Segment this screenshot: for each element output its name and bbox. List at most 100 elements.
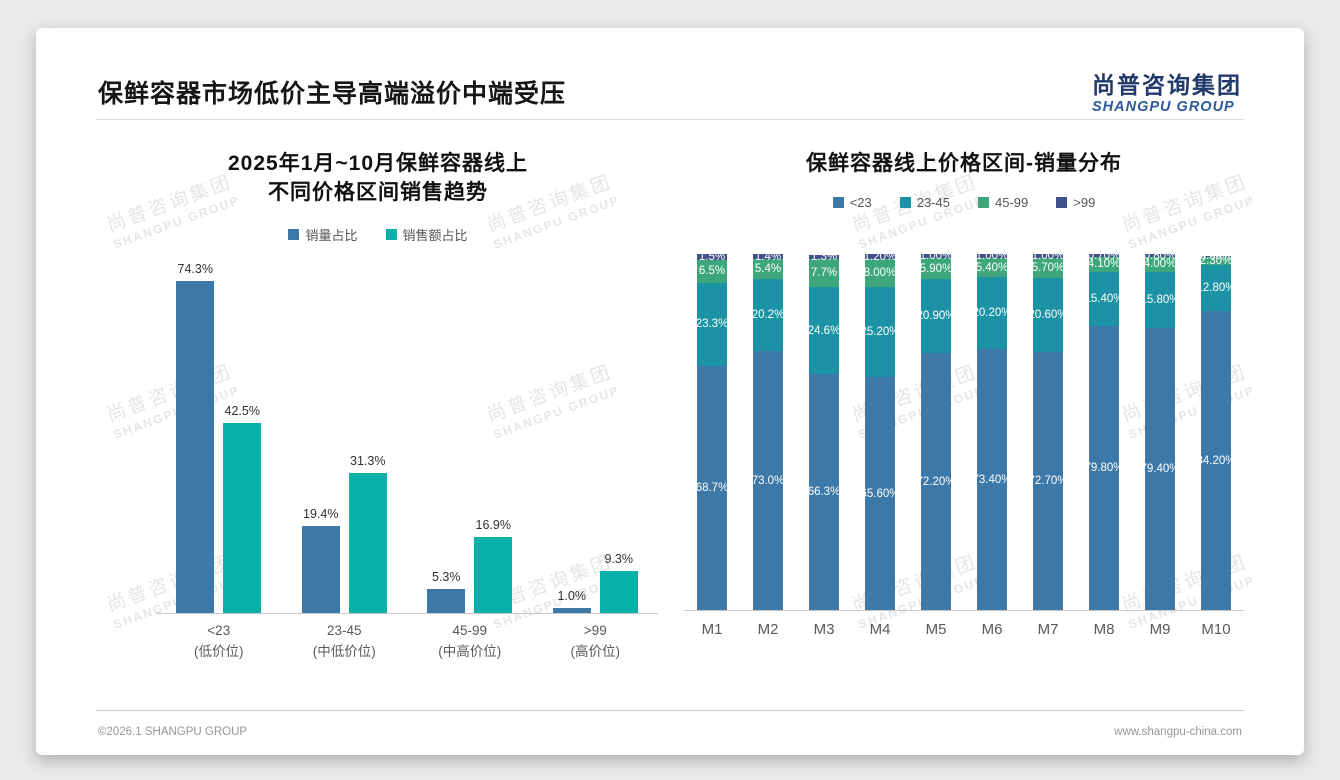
segment-value-label: 15.40% (1084, 292, 1124, 305)
stacked-bar: 79.80% 15.40% 4.10% 0.70% (1084, 250, 1124, 611)
stacked-bar: 73.40% 20.20% 5.40% 1.00% (972, 250, 1012, 611)
stacked-bar-group: 73.0% 20.2% 5.4% 1.4% (740, 251, 796, 611)
legend-item: 45-99 (978, 195, 1028, 210)
stacked-bar-group: 79.40% 15.80% 4.00% 0.80% (1132, 250, 1188, 611)
legend-swatch (899, 197, 911, 209)
footer-divider (96, 710, 1244, 711)
bar-column: 31.3% (348, 453, 387, 613)
stacked-bar: 68.7% 23.3% 6.5% 1.5% (695, 251, 729, 611)
logo-english-text: SHANGPU GROUP (1092, 99, 1235, 115)
legend-item: 销量占比 (288, 225, 358, 244)
stacked-bars-area: 68.7% 23.3% 6.5% 1.5% 73.0% 20.2% 5.4% 1.4% 66.3… (684, 250, 1244, 611)
bar-segment (1201, 265, 1231, 311)
legend-swatch (978, 197, 989, 209)
bar-segment (1089, 254, 1119, 257)
bar-segment (977, 258, 1007, 278)
legend-item: <23 (832, 195, 872, 211)
category-label-main: 23-45 (326, 622, 362, 638)
category-label: M2 (757, 621, 779, 639)
bar-segment (753, 350, 783, 611)
slide-card: 尚普咨询集团 SHANGPU GROUP 尚普咨询集团 SHANGPU GROUP 尚普… (36, 28, 1304, 755)
bar-segment (753, 254, 783, 260)
stacked-bar-group: 72.20% 20.90% 5.90% 1.00% (908, 250, 964, 611)
bar-segment (1145, 257, 1175, 272)
left-chart-legend: 销量占比 销售额占比 (98, 225, 658, 244)
footer: ©2026.1 SHANGPU GROUP www.shangpu-china.… (98, 726, 1242, 738)
bar-segment (1089, 271, 1119, 327)
grouped-bars-area: 74.3% 42.5% 19.4% 31.3% 5.3% 16.9% 1.0% 9.3% (156, 262, 659, 613)
stacked-bar-group: 73.40% 20.20% 5.40% 1.00% (964, 250, 1020, 611)
value-label: 42.5% (224, 403, 260, 418)
bar-segment (809, 254, 839, 260)
segment-value-label: 1.00% (919, 250, 953, 263)
bar-segment (1145, 327, 1175, 611)
category-label: M9 (1149, 621, 1171, 639)
stacked-bar: 73.0% 20.2% 5.4% 1.4% (751, 251, 785, 611)
bar-column: 16.9% (474, 518, 513, 613)
category-label-sub: (低价位) (194, 643, 244, 659)
legend-label: 销量占比 (305, 227, 358, 243)
bar-segment (809, 286, 839, 375)
segment-value-label: 8.00% (863, 266, 897, 279)
legend-label: 23-45 (916, 195, 950, 211)
bar-segment (977, 254, 1007, 258)
company-logo: 尚普咨询集团 SHANGPU GROUP (1092, 66, 1242, 115)
bar-segment (1033, 258, 1063, 279)
value-label: 74.3% (177, 261, 213, 276)
category-label: >99 (高价位) (533, 621, 659, 663)
segment-value-label: 20.90% (916, 310, 956, 323)
segment-value-label: 6.5% (698, 265, 726, 278)
bar-segment (1089, 326, 1119, 611)
left-chart-title: 2025年1月~10月保鲜容器线上 不同价格区间销售趋势 (98, 149, 658, 208)
x-axis-line (156, 612, 658, 614)
segment-value-label: 24.6% (807, 324, 841, 337)
legend-item: 销售额占比 (385, 225, 468, 244)
segment-value-label: 1.5% (698, 251, 726, 264)
bar-group: 74.3% 42.5% (156, 262, 282, 613)
legend-item: 23-45 (899, 195, 950, 211)
segment-value-label: 68.7% (695, 482, 729, 495)
bar (223, 422, 262, 613)
value-label: 31.3% (350, 453, 386, 468)
segment-value-label: 1.3% (810, 251, 838, 264)
legend-label: <23 (849, 195, 872, 211)
bar-segment (921, 254, 951, 258)
logo-chinese-text: 尚普咨询集团 (1092, 72, 1242, 98)
segment-value-label: 0.80% (1143, 249, 1177, 262)
bar-segment (865, 254, 895, 259)
segment-value-label: 1.00% (1031, 250, 1065, 263)
bar-segment (1145, 254, 1175, 258)
category-label: M4 (869, 621, 891, 639)
stacked-bar: 79.40% 15.80% 4.00% 0.80% (1140, 250, 1180, 611)
legend-label: 45-99 (995, 195, 1029, 211)
right-chart: 保鲜容器线上价格区间-销量分布 <23 23-45 45-99 >99 68.7% 23… (684, 123, 1244, 638)
segment-value-label: 2.30% (1199, 255, 1233, 267)
segment-value-label: 73.40% (972, 473, 1012, 486)
bar-column: 5.3% (427, 570, 466, 613)
segment-value-label: 23.3% (695, 318, 729, 331)
segment-value-label: 5.4% (754, 263, 782, 275)
stacked-bar: 66.3% 24.6% 7.7% 1.3% (807, 251, 841, 611)
stacked-bar-group: 66.3% 24.6% 7.7% 1.3% (796, 251, 852, 611)
bar-group: 1.0% 9.3% (533, 552, 659, 613)
category-label-main: <23 (207, 622, 231, 638)
bar-segment (921, 353, 951, 611)
copyright-text: ©2026.1 SHANGPU GROUP (98, 726, 248, 738)
left-chart: 2025年1月~10月保鲜容器线上 不同价格区间销售趋势 销量占比 销售额占比 7… (98, 123, 658, 663)
segment-value-label: 7.7% (810, 267, 838, 280)
right-chart-legend: <23 23-45 45-99 >99 (684, 195, 1244, 210)
bar-column: 1.0% (552, 589, 591, 613)
website-text: www.shangpu-china.com (1114, 726, 1242, 738)
bar-segment (1201, 255, 1231, 257)
segment-value-label: 73.0% (751, 474, 785, 487)
stacked-bar-group: 72.70% 20.60% 5.70% 1.00% (1020, 250, 1076, 611)
segment-value-label: 1.00% (975, 250, 1009, 263)
bar-segment (1033, 351, 1063, 611)
stacked-bar: 72.20% 20.90% 5.90% 1.00% (916, 250, 956, 611)
right-chart-title: 保鲜容器线上价格区间-销量分布 (806, 152, 1122, 175)
segment-value-label: 0.30% (1199, 250, 1233, 263)
bar-segment (697, 254, 727, 260)
segment-value-label: 25.20% (860, 326, 900, 338)
bar-segment (921, 279, 951, 354)
bar-group: 5.3% 16.9% (407, 518, 533, 613)
